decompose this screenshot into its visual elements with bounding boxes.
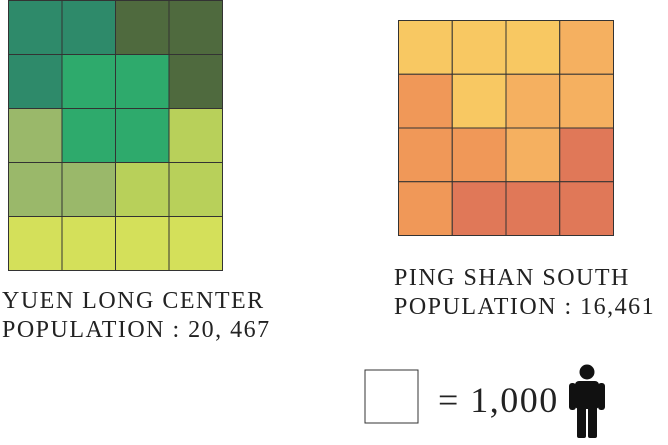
legend-square [364, 369, 419, 424]
grid-cell [559, 181, 614, 236]
grid-cell [451, 73, 507, 129]
grid-cell [398, 127, 453, 183]
grid-cell [451, 181, 507, 236]
grid-cell [8, 216, 63, 271]
grid-cell [115, 54, 170, 109]
ping-shan-grid [398, 20, 614, 236]
grid-cell [398, 73, 453, 129]
grid-cell [115, 216, 170, 271]
grid-cell [8, 108, 63, 163]
grid-cell [168, 162, 223, 217]
right-population: POPULATION : 16,461 [394, 294, 655, 320]
legend-label: = 1,000 [438, 380, 559, 420]
grid-cell [505, 20, 561, 75]
grid-cell [115, 162, 170, 217]
grid-cell [61, 108, 116, 163]
grid-cell [115, 108, 170, 163]
grid-cell [8, 162, 63, 217]
grid-cell [451, 20, 507, 75]
yuen-long-grid [8, 0, 223, 271]
grid-cell [61, 54, 116, 109]
grid-cell [505, 73, 561, 129]
grid-cell [398, 20, 453, 75]
grid-cell [8, 54, 63, 109]
grid-cell [168, 54, 223, 109]
grid-cell [168, 216, 223, 271]
left-population: POPULATION : 20, 467 [2, 317, 271, 343]
grid-cell [398, 181, 453, 236]
grid-cell [505, 181, 561, 236]
grid-cell [61, 216, 116, 271]
grid-cell [168, 0, 223, 55]
grid-cell [61, 162, 116, 217]
grid-cell [559, 20, 614, 75]
grid-cell [505, 127, 561, 183]
grid-cell [168, 108, 223, 163]
grid-cell [8, 0, 63, 55]
left-title: YUEN LONG CENTER [2, 288, 265, 314]
grid-cell [115, 0, 170, 55]
grid-cell [451, 127, 507, 183]
grid-cell [559, 73, 614, 129]
right-title: PING SHAN SOUTH [394, 265, 630, 291]
grid-cell [61, 0, 116, 55]
person-icon [569, 364, 605, 438]
grid-cell [559, 127, 614, 183]
